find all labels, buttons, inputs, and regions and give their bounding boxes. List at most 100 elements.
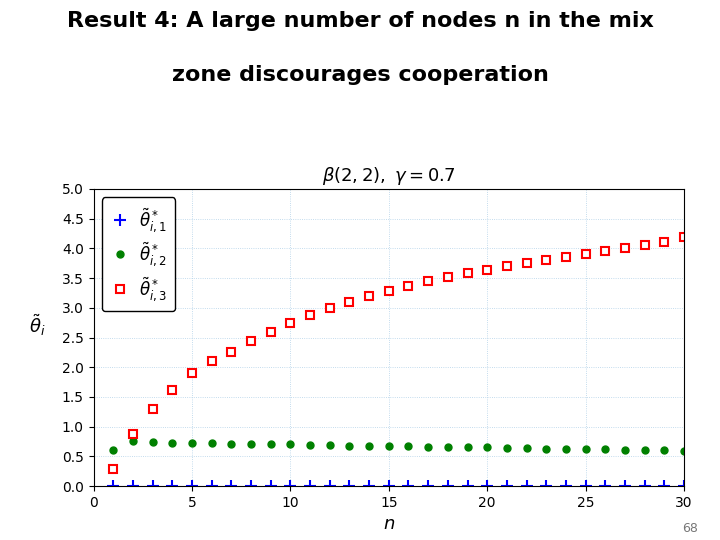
- $\tilde{\theta}^*_{i,1}$: [227, 483, 235, 489]
- $\tilde{\theta}^*_{i,3}$: [168, 387, 176, 393]
- $\tilde{\theta}^*_{i,1}$: [325, 483, 334, 489]
- $\tilde{\theta}^*_{i,1}$: [483, 483, 492, 489]
- $\tilde{\theta}^*_{i,2}$: [522, 445, 531, 451]
- $\tilde{\theta}^*_{i,1}$: [660, 483, 669, 489]
- $\tilde{\theta}^*_{i,1}$: [621, 483, 629, 489]
- $\tilde{\theta}^*_{i,1}$: [522, 483, 531, 489]
- $\tilde{\theta}^*_{i,3}$: [148, 406, 157, 412]
- $\tilde{\theta}^*_{i,2}$: [384, 443, 393, 449]
- $\tilde{\theta}^*_{i,3}$: [483, 267, 492, 273]
- $\tilde{\theta}^*_{i,3}$: [404, 282, 413, 289]
- $\tilde{\theta}^*_{i,1}$: [424, 483, 433, 489]
- $\tilde{\theta}^*_{i,2}$: [365, 442, 374, 449]
- $\tilde{\theta}^*_{i,2}$: [188, 440, 197, 447]
- $\tilde{\theta}^*_{i,2}$: [542, 446, 551, 452]
- $\tilde{\theta}^*_{i,2}$: [581, 446, 590, 453]
- $\tilde{\theta}^*_{i,1}$: [266, 483, 275, 489]
- Title: $\beta(2,2),\ \gamma = 0.7$: $\beta(2,2),\ \gamma = 0.7$: [322, 165, 456, 187]
- $\tilde{\theta}^*_{i,2}$: [207, 440, 216, 447]
- $\tilde{\theta}^*_{i,2}$: [640, 447, 649, 453]
- $\tilde{\theta}^*_{i,2}$: [483, 444, 492, 450]
- Line: $\tilde{\theta}^*_{i,3}$: $\tilde{\theta}^*_{i,3}$: [109, 232, 688, 474]
- $\tilde{\theta}^*_{i,3}$: [522, 260, 531, 266]
- $\tilde{\theta}^*_{i,1}$: [562, 483, 570, 489]
- $\tilde{\theta}^*_{i,3}$: [601, 248, 610, 255]
- Text: zone discourages cooperation: zone discourages cooperation: [171, 65, 549, 85]
- $\tilde{\theta}^*_{i,2}$: [660, 447, 669, 454]
- $\tilde{\theta}^*_{i,2}$: [168, 440, 176, 446]
- $\tilde{\theta}^*_{i,1}$: [306, 483, 315, 489]
- $\tilde{\theta}^*_{i,3}$: [109, 466, 117, 472]
- $\tilde{\theta}^*_{i,2}$: [562, 446, 570, 452]
- $\tilde{\theta}^*_{i,1}$: [581, 483, 590, 489]
- $\tilde{\theta}^*_{i,3}$: [286, 320, 294, 327]
- $\tilde{\theta}^*_{i,3}$: [424, 278, 433, 284]
- Text: 68: 68: [683, 522, 698, 535]
- $\tilde{\theta}^*_{i,3}$: [365, 293, 374, 299]
- $\tilde{\theta}^*_{i,2}$: [621, 447, 629, 453]
- $\tilde{\theta}^*_{i,3}$: [306, 312, 315, 318]
- $\tilde{\theta}^*_{i,1}$: [109, 483, 117, 489]
- X-axis label: $n$: $n$: [383, 515, 395, 534]
- $\tilde{\theta}^*_{i,1}$: [640, 483, 649, 489]
- $\tilde{\theta}^*_{i,3}$: [129, 431, 138, 437]
- Text: Result 4: A large number of nodes n in the mix: Result 4: A large number of nodes n in t…: [66, 11, 654, 31]
- $\tilde{\theta}^*_{i,1}$: [168, 483, 176, 489]
- $\tilde{\theta}^*_{i,3}$: [542, 257, 551, 264]
- Y-axis label: $\tilde{\theta}_i$: $\tilde{\theta}_i$: [29, 312, 45, 338]
- $\tilde{\theta}^*_{i,3}$: [384, 288, 393, 294]
- $\tilde{\theta}^*_{i,2}$: [345, 442, 354, 449]
- $\tilde{\theta}^*_{i,2}$: [601, 446, 610, 453]
- $\tilde{\theta}^*_{i,1}$: [188, 483, 197, 489]
- $\tilde{\theta}^*_{i,1}$: [345, 483, 354, 489]
- $\tilde{\theta}^*_{i,2}$: [424, 443, 433, 450]
- $\tilde{\theta}^*_{i,2}$: [680, 448, 688, 454]
- Line: $\tilde{\theta}^*_{i,1}$: $\tilde{\theta}^*_{i,1}$: [108, 481, 690, 491]
- $\tilde{\theta}^*_{i,3}$: [680, 233, 688, 240]
- $\tilde{\theta}^*_{i,3}$: [266, 328, 275, 335]
- $\tilde{\theta}^*_{i,2}$: [286, 441, 294, 448]
- $\tilde{\theta}^*_{i,2}$: [463, 444, 472, 450]
- $\tilde{\theta}^*_{i,3}$: [503, 263, 511, 269]
- $\tilde{\theta}^*_{i,2}$: [109, 447, 117, 454]
- $\tilde{\theta}^*_{i,1}$: [444, 483, 452, 489]
- $\tilde{\theta}^*_{i,2}$: [444, 443, 452, 450]
- $\tilde{\theta}^*_{i,1}$: [463, 483, 472, 489]
- $\tilde{\theta}^*_{i,2}$: [503, 445, 511, 451]
- $\tilde{\theta}^*_{i,1}$: [404, 483, 413, 489]
- $\tilde{\theta}^*_{i,2}$: [266, 441, 275, 448]
- $\tilde{\theta}^*_{i,1}$: [247, 483, 256, 489]
- $\tilde{\theta}^*_{i,3}$: [463, 270, 472, 276]
- $\tilde{\theta}^*_{i,1}$: [680, 483, 688, 489]
- $\tilde{\theta}^*_{i,1}$: [503, 483, 511, 489]
- Line: $\tilde{\theta}^*_{i,2}$: $\tilde{\theta}^*_{i,2}$: [110, 438, 688, 455]
- $\tilde{\theta}^*_{i,3}$: [188, 370, 197, 376]
- $\tilde{\theta}^*_{i,2}$: [306, 442, 315, 448]
- $\tilde{\theta}^*_{i,3}$: [621, 245, 629, 252]
- $\tilde{\theta}^*_{i,2}$: [325, 442, 334, 448]
- $\tilde{\theta}^*_{i,1}$: [365, 483, 374, 489]
- $\tilde{\theta}^*_{i,2}$: [129, 438, 138, 445]
- $\tilde{\theta}^*_{i,1}$: [542, 483, 551, 489]
- $\tilde{\theta}^*_{i,3}$: [562, 254, 570, 260]
- $\tilde{\theta}^*_{i,1}$: [129, 483, 138, 489]
- $\tilde{\theta}^*_{i,3}$: [581, 251, 590, 258]
- $\tilde{\theta}^*_{i,3}$: [640, 242, 649, 248]
- $\tilde{\theta}^*_{i,3}$: [207, 358, 216, 365]
- $\tilde{\theta}^*_{i,2}$: [247, 441, 256, 447]
- $\tilde{\theta}^*_{i,1}$: [148, 483, 157, 489]
- $\tilde{\theta}^*_{i,1}$: [384, 483, 393, 489]
- $\tilde{\theta}^*_{i,2}$: [404, 443, 413, 449]
- $\tilde{\theta}^*_{i,3}$: [345, 299, 354, 305]
- Legend: $\tilde{\theta}^*_{i,1}$, $\tilde{\theta}^*_{i,2}$, $\tilde{\theta}^*_{i,3}$: $\tilde{\theta}^*_{i,1}$, $\tilde{\theta…: [102, 197, 175, 311]
- $\tilde{\theta}^*_{i,3}$: [247, 338, 256, 345]
- $\tilde{\theta}^*_{i,2}$: [148, 439, 157, 446]
- $\tilde{\theta}^*_{i,2}$: [227, 441, 235, 447]
- $\tilde{\theta}^*_{i,3}$: [325, 305, 334, 311]
- $\tilde{\theta}^*_{i,1}$: [601, 483, 610, 489]
- $\tilde{\theta}^*_{i,3}$: [660, 239, 669, 246]
- $\tilde{\theta}^*_{i,1}$: [207, 483, 216, 489]
- $\tilde{\theta}^*_{i,3}$: [227, 348, 235, 355]
- $\tilde{\theta}^*_{i,3}$: [444, 274, 452, 280]
- $\tilde{\theta}^*_{i,1}$: [286, 483, 294, 489]
